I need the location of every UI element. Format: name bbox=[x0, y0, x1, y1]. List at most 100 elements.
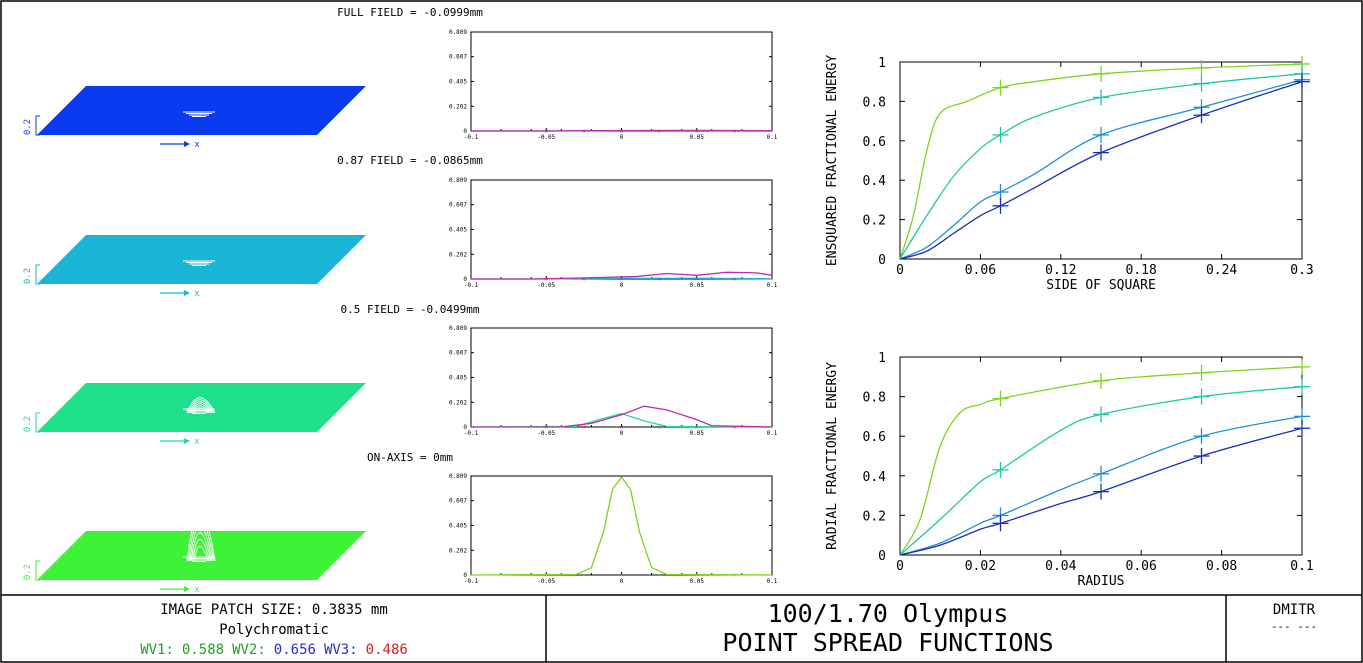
profile-marker: × bbox=[620, 128, 624, 135]
y-tick-label: 0 bbox=[463, 572, 467, 579]
profile-marker: × bbox=[544, 276, 548, 283]
energy-series-1 bbox=[899, 366, 1303, 556]
y-tick-label: 0.607 bbox=[449, 498, 467, 505]
peak-contour bbox=[192, 539, 210, 562]
plot-frame bbox=[899, 61, 1303, 260]
x-axis-label: x bbox=[194, 585, 200, 595]
y-tick-label: 0.809 bbox=[449, 177, 467, 184]
scale-bracket bbox=[35, 412, 40, 433]
corner-label: DMITR bbox=[1273, 602, 1316, 618]
x-tick-label: 0.24 bbox=[1206, 263, 1237, 278]
y-tick-label: 0.202 bbox=[449, 399, 467, 406]
profile-marker: × bbox=[695, 424, 699, 431]
profile-marker: × bbox=[582, 128, 586, 135]
x-tick-label: 0 bbox=[620, 430, 624, 437]
x-tick-label: -0.1 bbox=[464, 430, 479, 437]
profile-marker: × bbox=[733, 276, 737, 283]
x-tick-label: 0.12 bbox=[1045, 263, 1076, 278]
wv3-value: 0.486 bbox=[366, 642, 408, 658]
psf-profile-1: FULL FIELD = -0.0999mm 0 0.202 0.405 0.607 0.… bbox=[337, 6, 778, 141]
y-tick-label: 0.809 bbox=[449, 325, 467, 332]
y-tick-label: 0.8 bbox=[863, 391, 886, 406]
wv1-value: 0.588 bbox=[182, 642, 224, 658]
x-tick-label: 0.05 bbox=[690, 430, 705, 437]
profile-series-1 bbox=[470, 412, 773, 428]
x-tick-label: 0.04 bbox=[1045, 559, 1076, 574]
profile-marker: × bbox=[657, 128, 661, 135]
profile-marker: × bbox=[620, 128, 624, 135]
scale-bracket bbox=[35, 560, 40, 581]
profile-marker: × bbox=[582, 276, 586, 283]
x-tick-label: 0.05 bbox=[690, 134, 705, 141]
profile-marker: × bbox=[657, 276, 661, 283]
field-label: ON-AXIS = 0mm bbox=[367, 451, 453, 464]
profile-marker: × bbox=[733, 276, 737, 283]
x-tick-label: 0.1 bbox=[767, 430, 778, 437]
psf-surface-1: 0.2 x bbox=[23, 86, 366, 150]
x-axis-arrowhead bbox=[184, 141, 190, 147]
profile-marker: × bbox=[695, 424, 699, 431]
wv3-label: WV3: bbox=[324, 642, 358, 658]
profile-marker: × bbox=[695, 572, 699, 579]
energy-series-4 bbox=[899, 81, 1303, 260]
ensquared-energy-chart: 0 0.2 0.4 0.6 0.8 1 0 0.06 0.12 0.18 0.24 0.3 SIDE O… bbox=[825, 55, 1314, 293]
x-tick-label: 0 bbox=[896, 559, 904, 574]
psf-profile-plots: FULL FIELD = -0.0999mm00.2020.4050.6070.… bbox=[337, 6, 778, 585]
x-tick-label: -0.05 bbox=[537, 430, 555, 437]
x-tick-label: 0.1 bbox=[767, 282, 778, 289]
x-tick-label: -0.05 bbox=[537, 282, 555, 289]
profile-marker: × bbox=[620, 572, 624, 579]
profile-marker: × bbox=[695, 128, 699, 135]
psf-profile-2: 0.87 FIELD = -0.0865mm 0 0.202 0.405 0.607 0.… bbox=[337, 154, 778, 289]
profile-series-2 bbox=[471, 129, 773, 132]
patch-size-label: IMAGE PATCH SIZE: 0.3835 mm bbox=[160, 602, 388, 618]
profile-frame bbox=[470, 475, 773, 576]
x-axis-arrowhead bbox=[184, 586, 190, 592]
profile-marker: × bbox=[733, 572, 737, 579]
psf-profile-4: ON-AXIS = 0mm 0 0.202 0.405 0.607 0.809 -0.1 -0… bbox=[367, 451, 778, 585]
psf-surface-2: 0.2 x bbox=[23, 235, 366, 299]
peak-contour bbox=[190, 532, 212, 562]
profile-marker: × bbox=[733, 424, 737, 431]
x-tick-label: 0.3 bbox=[1290, 263, 1313, 278]
profile-marker: × bbox=[733, 128, 737, 135]
scale-label: 0.2 bbox=[23, 416, 33, 432]
profile-marker: × bbox=[582, 128, 586, 135]
y-axis-title: RADIAL FRACTIONAL ENERGY bbox=[825, 362, 840, 550]
x-tick-label: -0.05 bbox=[537, 134, 555, 141]
x-tick-label: 0.02 bbox=[965, 559, 996, 574]
x-axis-label: x bbox=[194, 437, 200, 447]
profile-series-2 bbox=[471, 271, 773, 280]
profile-marker: × bbox=[657, 276, 661, 283]
x-tick-label: 0.1 bbox=[1290, 559, 1313, 574]
psf-profile-3: 0.5 FIELD = -0.0499mm 0 0.202 0.405 0.607 0.8… bbox=[340, 303, 777, 437]
y-tick-label: 0.405 bbox=[449, 78, 467, 85]
profile-marker: × bbox=[695, 276, 699, 283]
x-tick-label: 0.06 bbox=[1126, 559, 1157, 574]
scale-label: 0.2 bbox=[23, 119, 33, 135]
profile-marker: × bbox=[733, 128, 737, 135]
x-tick-label: 0.05 bbox=[690, 282, 705, 289]
x-axis-label: x bbox=[194, 289, 200, 299]
x-axis-label: x bbox=[194, 140, 200, 150]
profile-marker: × bbox=[582, 424, 586, 431]
profile-frame bbox=[470, 327, 773, 428]
energy-series-3 bbox=[899, 79, 1303, 260]
y-tick-label: 0.8 bbox=[863, 95, 886, 110]
profile-marker: × bbox=[657, 572, 661, 579]
x-tick-label: 0.06 bbox=[965, 263, 996, 278]
y-tick-label: 0 bbox=[463, 424, 467, 431]
profile-marker: × bbox=[657, 424, 661, 431]
field-label: 0.87 FIELD = -0.0865mm bbox=[337, 154, 483, 167]
peak-contour bbox=[187, 518, 215, 562]
y-tick-label: 0 bbox=[463, 276, 467, 283]
y-tick-label: 0.6 bbox=[863, 135, 886, 150]
energy-series-1 bbox=[899, 63, 1303, 260]
x-tick-label: 0.08 bbox=[1206, 559, 1237, 574]
mode-label: Polychromatic bbox=[219, 622, 329, 638]
x-axis-title: RADIUS bbox=[1078, 574, 1125, 589]
wv2-value: 0.656 bbox=[274, 642, 316, 658]
profile-marker: × bbox=[657, 424, 661, 431]
